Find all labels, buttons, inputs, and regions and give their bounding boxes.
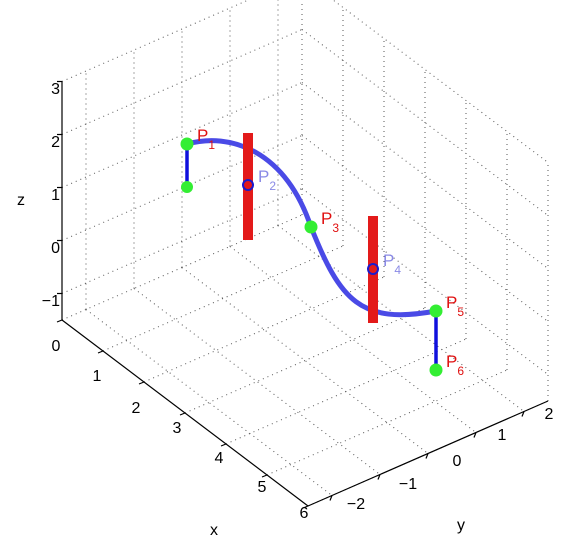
y-tick-0 xyxy=(329,495,333,501)
x-tick-6 xyxy=(302,505,309,509)
control-bar-p4 xyxy=(368,216,378,323)
x-tick-label-4: 4 xyxy=(215,450,224,467)
x-tick-label-1: 1 xyxy=(93,368,102,385)
x-tick-4 xyxy=(220,443,227,447)
data-series: P1 P2 P3 P4 P5 P6 xyxy=(180,126,464,378)
point-label-p6: P6 xyxy=(446,352,464,378)
z-tick-label-4: 3 xyxy=(51,81,60,98)
point-marker-p3 xyxy=(304,220,318,234)
point-marker-p2 xyxy=(242,179,254,191)
y-tick-3 xyxy=(473,432,477,438)
y-tick-2 xyxy=(425,453,429,459)
wall-yz-grid-z-3 xyxy=(61,29,303,135)
floor-grid-y-3 xyxy=(229,246,477,433)
point-label-p4: P4 xyxy=(383,251,401,277)
x-tick-0 xyxy=(56,319,63,323)
y-tick-label-2: 0 xyxy=(453,453,462,470)
x-axis-label: x xyxy=(210,522,218,539)
point-label-p5: P5 xyxy=(446,293,464,319)
point-label-p3: P3 xyxy=(321,209,339,235)
floor-grid-x-3 xyxy=(184,307,426,414)
grid-lines xyxy=(61,0,549,507)
x-tick-label-3: 3 xyxy=(173,420,182,437)
floor-grid-y-0 xyxy=(85,309,333,496)
point-label-p2: P2 xyxy=(258,167,276,193)
x-tick-label-5: 5 xyxy=(258,479,267,496)
x-tick-1 xyxy=(97,350,104,354)
z-axis-label: z xyxy=(17,192,25,209)
wall-yz-grid-z-2 xyxy=(61,82,303,188)
axis-labels: x y z xyxy=(17,192,465,539)
y-tick-1 xyxy=(377,474,381,480)
point-marker-p6 xyxy=(429,363,443,377)
axes xyxy=(56,80,549,509)
x-tick-label-6: 6 xyxy=(300,505,309,522)
y-tick-label-4: 2 xyxy=(545,406,554,423)
x-tick-5 xyxy=(261,474,268,478)
point-marker-p4 xyxy=(367,263,379,275)
wall-yz-grid-z-0 xyxy=(61,188,303,294)
point-marker-p5 xyxy=(429,304,443,318)
wall-yz-grid-z-4 xyxy=(61,0,250,82)
wall-xz-grid-z-2 xyxy=(301,82,549,269)
z-tick-label-0: −1 xyxy=(42,293,60,310)
y-tick-label-1: −1 xyxy=(399,476,417,493)
y-tick-label-0: −2 xyxy=(347,496,365,513)
y-tick-4 xyxy=(521,411,525,417)
start-lower-marker xyxy=(181,181,193,193)
z-tick-label-1: 0 xyxy=(51,240,60,257)
z-tick-label-2: 1 xyxy=(51,187,60,204)
y-axis-label: y xyxy=(457,517,465,534)
control-bar-p2 xyxy=(243,133,253,240)
tick-labels: 0 1 2 3 4 5 6 −2 −1 0 1 2 −1 0 1 2 3 xyxy=(42,81,554,522)
z-tick-label-3: 2 xyxy=(51,134,60,151)
x-tick-3 xyxy=(179,412,186,416)
y-tick-label-3: 1 xyxy=(498,427,507,444)
x-tick-label-2: 2 xyxy=(132,400,141,417)
floor-grid-y-1 xyxy=(133,288,381,475)
point-marker-p1 xyxy=(180,137,194,151)
floor-grid-x-2 xyxy=(143,276,385,383)
point-label-p1: P1 xyxy=(197,126,215,152)
floor-grid-x-5 xyxy=(266,369,508,476)
x-tick-2 xyxy=(138,381,145,385)
floor-grid-x-1 xyxy=(102,245,344,352)
x-tick-label-0: 0 xyxy=(52,338,61,355)
wall-xz-grid-z-4 xyxy=(332,0,549,163)
